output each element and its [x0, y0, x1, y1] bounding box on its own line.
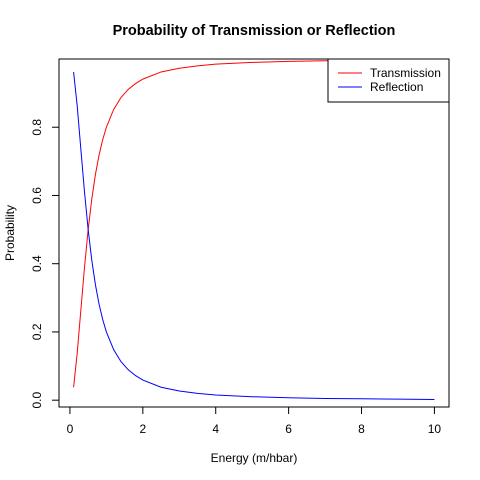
axes: 0 2 4 6 8 10 0.0 0.2 0.4 0.6 0.8: [30, 58, 450, 436]
x-tick-label: 0: [67, 422, 74, 436]
y-axis-label: Probability: [3, 205, 17, 261]
series-line-reflection: [73, 71, 435, 400]
x-tick-label: 2: [139, 422, 146, 436]
y-tick-label: 0.4: [30, 255, 44, 272]
plot-frame: [58, 58, 450, 408]
y-tick-label: 0.6: [30, 187, 44, 204]
legend-box: [327, 58, 450, 103]
plot-area: [73, 59, 435, 400]
x-tick-label: 6: [285, 422, 292, 436]
chart-title: Probability of Transmission or Reflectio…: [113, 23, 396, 39]
legend-label-reflection: Reflection: [370, 80, 423, 94]
series-line-transmission: [73, 59, 435, 388]
legend-label-transmission: Transmission: [370, 66, 441, 80]
y-tick-label: 0.0: [30, 392, 44, 409]
x-axis-label: Energy (m/hbar): [211, 451, 298, 465]
y-tick-label: 0.2: [30, 323, 44, 340]
x-tick-label: 8: [358, 422, 365, 436]
x-tick-label: 10: [428, 422, 442, 436]
x-tick-label: 4: [212, 422, 219, 436]
y-tick-label: 0.8: [30, 119, 44, 136]
